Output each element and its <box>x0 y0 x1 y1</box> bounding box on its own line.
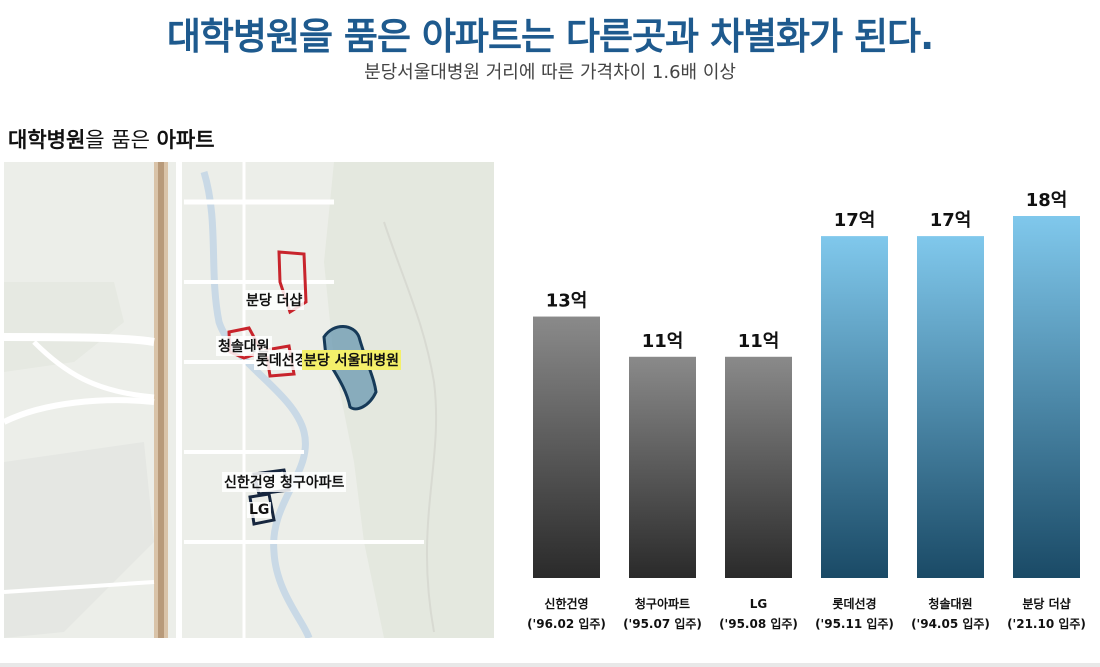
bar-value-label-3: 17억 <box>834 210 876 231</box>
bar-value-label-2: 11억 <box>738 331 780 352</box>
bottom-divider <box>0 663 1100 667</box>
bar-value-label-1: 11억 <box>642 331 684 352</box>
section-title-bold-apartment: 아파트 <box>156 128 215 152</box>
bar-value-label-4: 17억 <box>930 210 972 231</box>
bar-0 <box>533 316 600 578</box>
map-image: 분당 더샵 청솔대원 롯데선경 분당 서울대병원 신한건영 청구아파트 LG <box>4 162 494 638</box>
category-sublabel-2: ('95.08 입주) <box>719 617 798 631</box>
section-title: 대학병원을 품은 아파트 <box>8 124 215 154</box>
bar-1 <box>629 356 696 578</box>
bar-5 <box>1013 216 1080 578</box>
map-background <box>4 162 494 638</box>
category-label-0: 신한건영 <box>544 596 588 611</box>
category-sublabel-3: ('95.11 입주) <box>815 617 894 631</box>
category-label-4: 청솔대원 <box>928 596 972 611</box>
category-sublabel-1: ('95.07 입주) <box>623 617 702 631</box>
bar-value-label-5: 18억 <box>1026 190 1068 211</box>
category-sublabel-5: ('21.10 입주) <box>1007 617 1086 631</box>
map-label-shinhan: 신한건영 <box>222 472 278 492</box>
page-headline: 대학병원을 품은 아파트는 다른곳과 차별화가 된다. <box>166 15 934 58</box>
bar-value-label-0: 13억 <box>546 291 588 312</box>
category-label-5: 분당 더샵 <box>1022 596 1070 611</box>
map-label-hospital: 분당 서울대병원 <box>302 350 402 370</box>
bar-4 <box>917 236 984 578</box>
category-label-3: 롯데선경 <box>832 596 876 611</box>
bar-2 <box>725 356 792 578</box>
category-sublabel-0: ('96.02 입주) <box>527 617 606 631</box>
section-title-text: 을 품은 <box>85 128 157 152</box>
category-sublabel-4: ('94.05 입주) <box>911 617 990 631</box>
map-label-lotte: 롯데선경 <box>254 350 310 370</box>
category-label-2: LG <box>750 597 768 611</box>
map-label-lg: LG <box>247 502 272 518</box>
map-label-thesharp: 분당 더샵 <box>244 290 305 310</box>
map-label-cheonggu: 청구아파트 <box>278 472 347 492</box>
section-title-bold-hospital: 대학병원 <box>8 128 86 152</box>
bar-3 <box>821 236 888 578</box>
page-subheadline: 분당서울대병원 거리에 따른 가격차이 1.6배 이상 <box>364 62 736 83</box>
category-label-1: 청구아파트 <box>635 596 690 611</box>
